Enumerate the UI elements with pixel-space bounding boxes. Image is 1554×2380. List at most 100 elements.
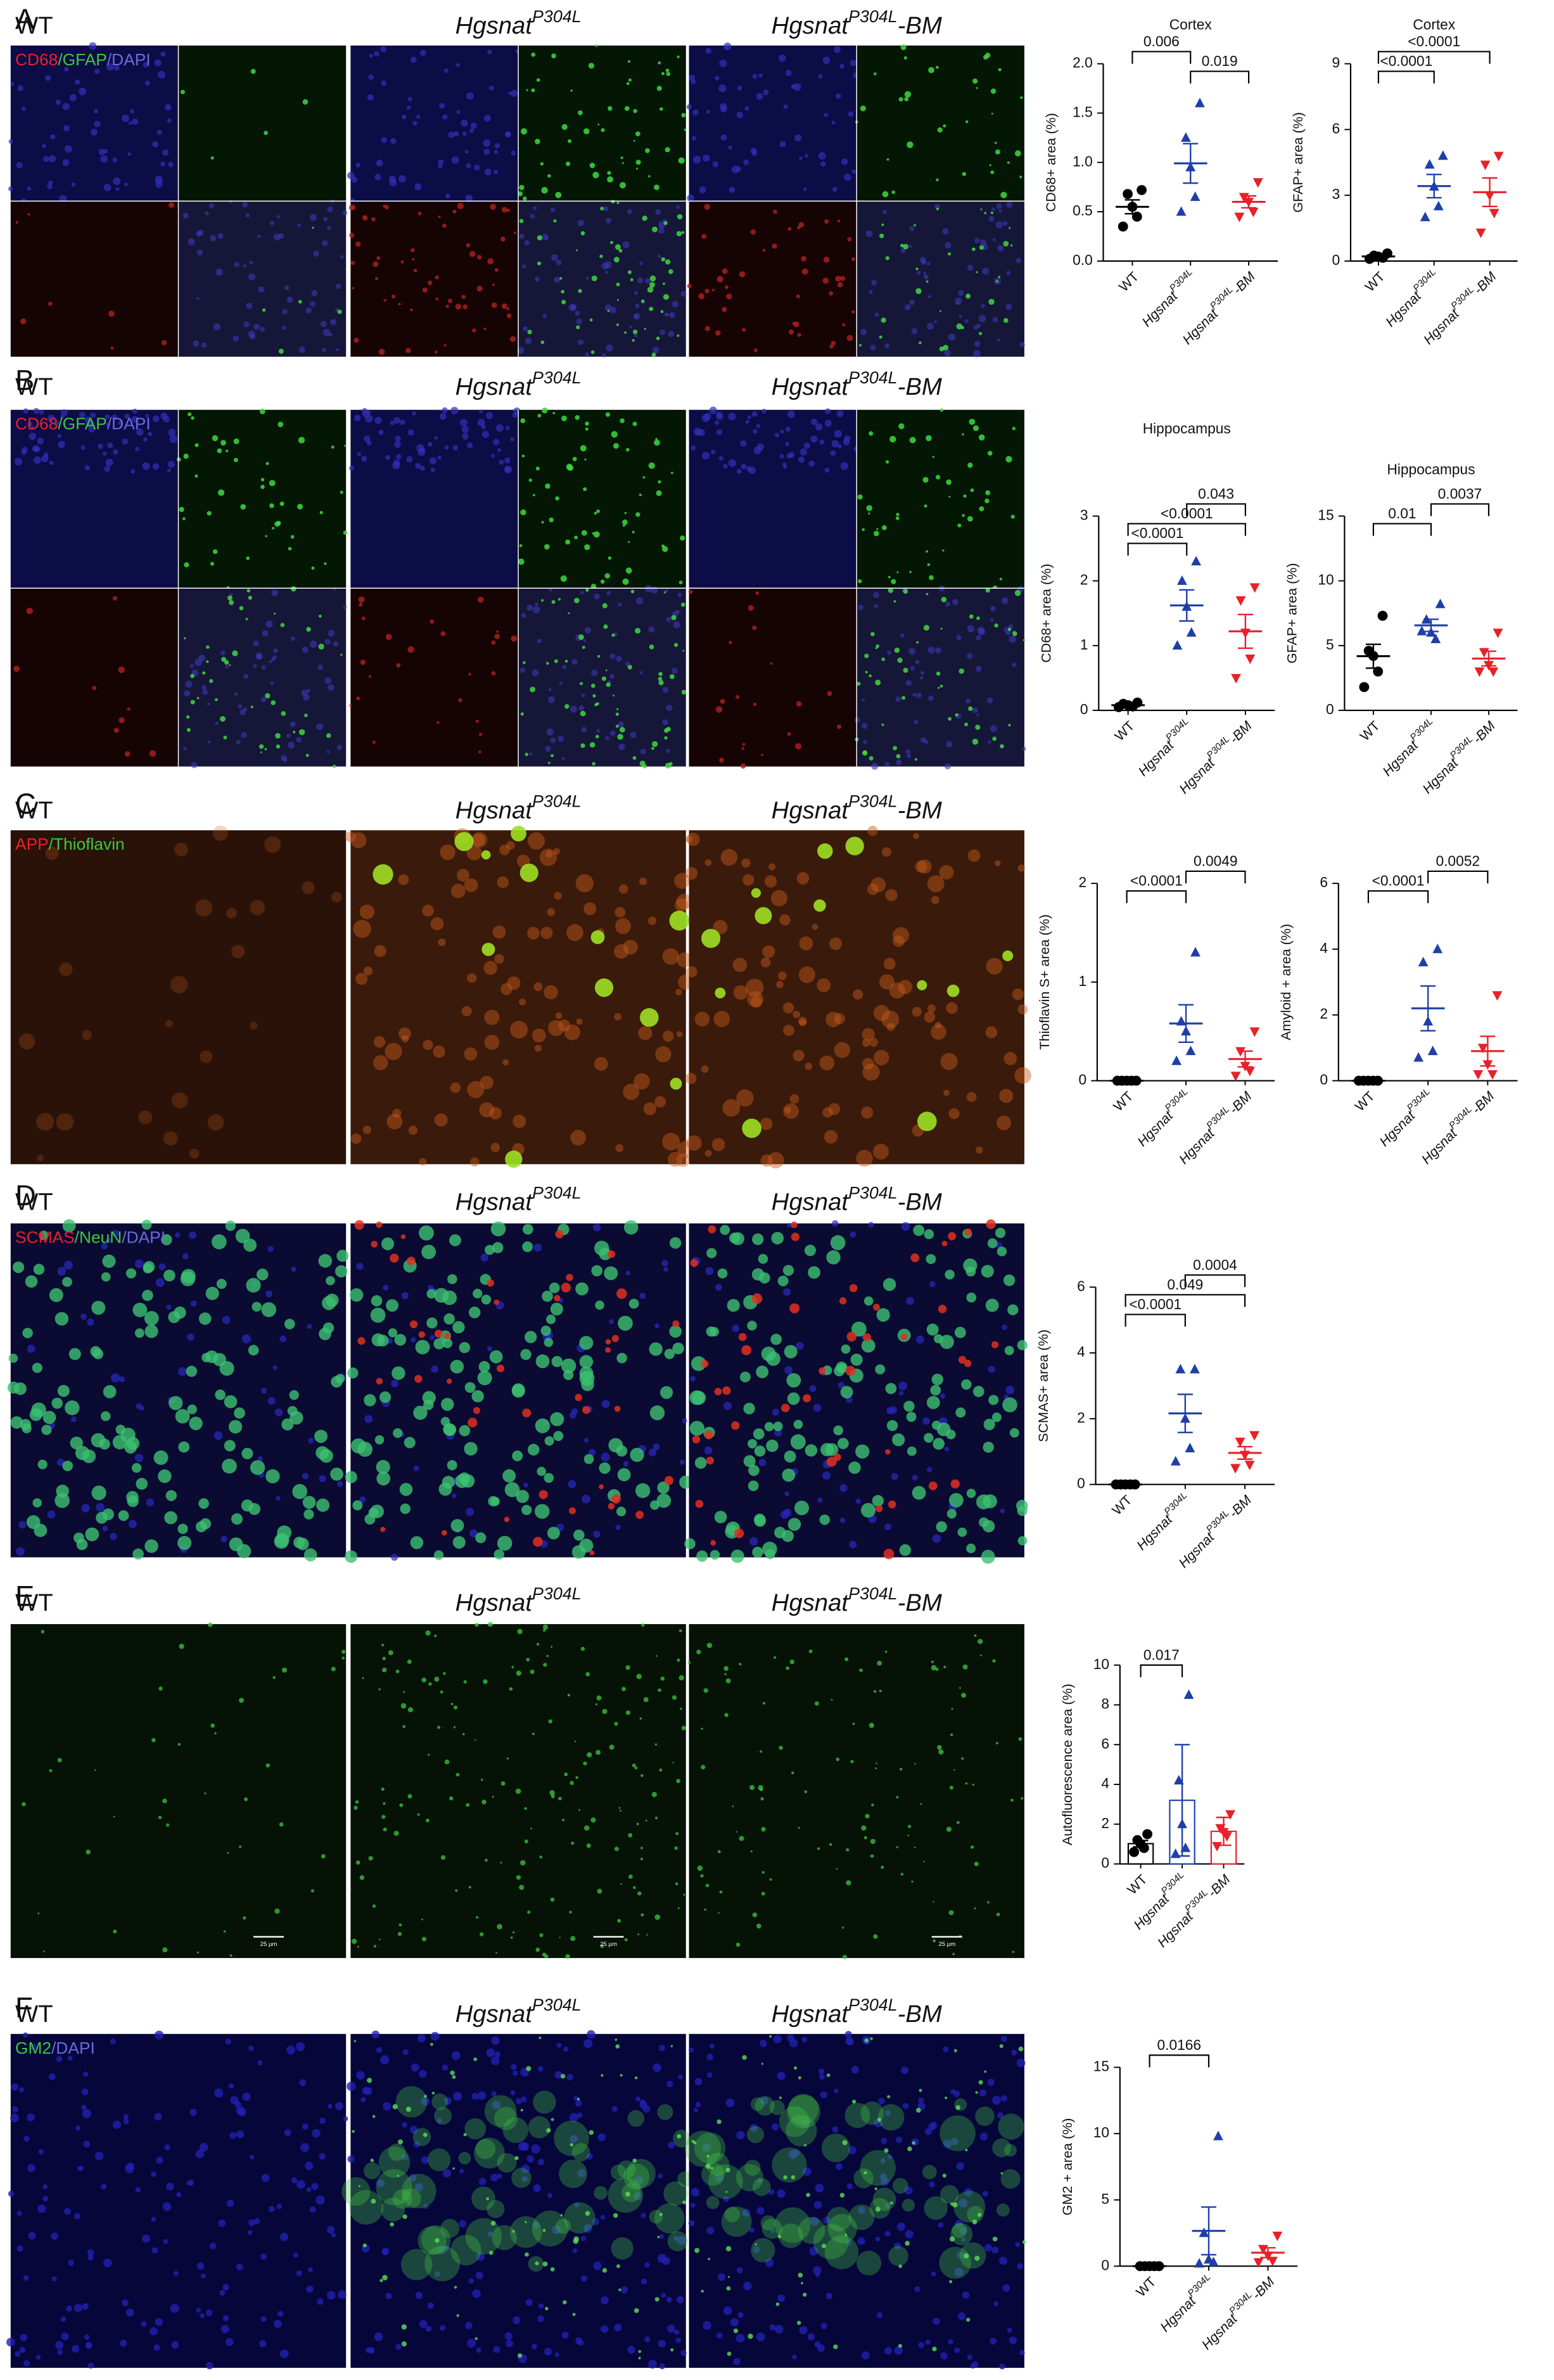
texture-dot: [651, 741, 658, 747]
texture-dot: [725, 2246, 732, 2252]
texture-dot: [146, 1498, 155, 1507]
texture-dot: [752, 1546, 763, 1558]
texture-dot: [564, 2202, 595, 2234]
texture-dot: [579, 1355, 594, 1369]
texture-dot: [923, 271, 926, 275]
texture-dot: [755, 2095, 775, 2116]
texture-dot: [236, 739, 241, 745]
texture-dot: [460, 419, 468, 426]
texture-dot: [691, 1356, 706, 1371]
texture-dot: [998, 68, 1002, 72]
texture-dot: [858, 343, 862, 347]
texture-dot: [442, 2064, 449, 2071]
texture-dot: [256, 1269, 269, 1281]
texture-dot: [869, 1038, 879, 1047]
texture-dot: [831, 440, 839, 448]
texture-dot: [615, 2044, 620, 2049]
y-tick-label: 6: [1332, 120, 1341, 136]
texture-dot: [410, 56, 417, 63]
texture-dot: [531, 52, 536, 57]
data-point: [1171, 1055, 1182, 1065]
texture-dot: [562, 1819, 565, 1822]
texture-dot: [561, 1283, 571, 1293]
texture-dot: [60, 414, 65, 419]
texture-dot: [787, 227, 792, 231]
texture-dot: [551, 53, 556, 59]
texture-dot: [834, 1013, 846, 1025]
texture-dot: [518, 2142, 528, 2151]
data-point: [1493, 151, 1504, 162]
texture-dot: [772, 2147, 807, 2183]
texture-dot: [304, 713, 308, 717]
texture-dot: [440, 844, 455, 861]
texture-dot: [307, 1324, 312, 1329]
texture-dot: [222, 2284, 229, 2291]
stain-part: /DAPI: [122, 1228, 165, 1247]
texture-dot: [442, 114, 448, 120]
label-part: P304L: [848, 792, 898, 811]
texture-dot: [761, 2063, 764, 2065]
texture-dot: [402, 2049, 409, 2056]
texture-dot: [647, 286, 654, 293]
texture-dot: [511, 2168, 532, 2188]
texture-dot: [252, 1302, 262, 1312]
texture-dot: [17, 85, 24, 91]
texture-dot: [833, 2344, 838, 2350]
texture-dot: [23, 2135, 30, 2142]
texture-dot: [152, 463, 160, 470]
texture-dot: [580, 591, 584, 595]
texture-dot: [48, 301, 53, 306]
texture-dot: [113, 449, 118, 455]
texture-dot: [155, 2030, 164, 2040]
texture-dot: [459, 2168, 464, 2173]
texture-dot: [899, 1544, 912, 1556]
texture-dot: [938, 1749, 944, 1755]
texture-dot: [752, 1233, 764, 1245]
texture-dot: [640, 1008, 659, 1027]
texture-dot: [720, 699, 725, 704]
texture-dot: [290, 535, 295, 539]
texture-dot: [246, 589, 251, 592]
texture-dot: [555, 1229, 564, 1239]
texture-dot: [521, 2096, 527, 2102]
texture-dot: [976, 616, 980, 620]
texture-dot: [787, 732, 791, 736]
texture-dot: [112, 2120, 122, 2129]
texture-dot: [885, 256, 889, 260]
texture-dot: [347, 1367, 359, 1379]
texture-dot: [785, 70, 792, 77]
texture-dot: [640, 1857, 643, 1860]
texture-dot: [619, 182, 627, 189]
texture-dot: [770, 662, 773, 665]
texture-dot: [777, 2071, 786, 2080]
texture-dot: [810, 435, 818, 443]
texture-dot: [551, 2118, 554, 2121]
texture-dot: [474, 165, 480, 171]
texture-dot: [195, 899, 213, 917]
texture-dot: [1009, 636, 1016, 643]
texture-dot: [915, 660, 920, 665]
texture-dot: [842, 323, 846, 327]
texture-dot: [506, 307, 510, 310]
texture-dot: [331, 1667, 336, 1672]
texture-dot: [862, 1039, 870, 1047]
texture-dot: [57, 1385, 70, 1397]
texture-dot: [676, 1153, 690, 1167]
texture-dot: [624, 331, 627, 334]
texture-dot: [760, 753, 763, 757]
texture-dot: [571, 1545, 586, 1559]
texture-dot: [357, 1945, 359, 1948]
texture-dot: [881, 657, 885, 662]
texture-dot: [678, 2075, 683, 2080]
texture-dot: [373, 51, 379, 57]
texture-dot: [575, 1282, 589, 1296]
texture-dot: [985, 1298, 999, 1312]
texture-dot: [948, 2339, 953, 2345]
texture-dot: [634, 2192, 642, 2201]
texture-dot: [967, 2354, 972, 2360]
texture-dot: [764, 875, 777, 888]
texture-dot: [669, 312, 675, 318]
texture-dot: [874, 604, 879, 609]
texture-dot: [716, 2332, 723, 2339]
texture-dot: [658, 2173, 663, 2178]
